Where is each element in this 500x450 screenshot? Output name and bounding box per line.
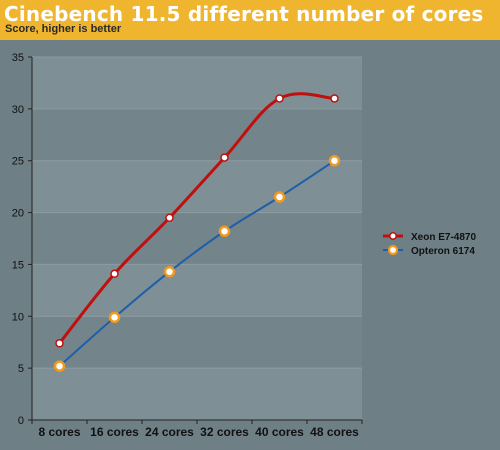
data-point-xeon	[165, 213, 174, 223]
legend-label: Opteron 6174	[411, 246, 475, 257]
plot-band	[32, 368, 362, 420]
plot-band	[32, 108, 362, 161]
y-tick-label: 5	[18, 363, 24, 375]
data-point-opteron	[273, 191, 286, 203]
x-tick-label: 8 cores	[38, 425, 80, 439]
y-tick-label: 35	[12, 52, 24, 64]
data-point-opteron	[108, 311, 121, 324]
legend-swatch-marker	[389, 232, 397, 240]
x-tick-label: 32 cores	[200, 425, 249, 439]
chart-subtitle: Score, higher is better	[5, 23, 122, 35]
plot-band	[32, 316, 362, 369]
x-tick-label: 16 cores	[90, 425, 139, 439]
data-point-opteron	[218, 225, 231, 237]
y-tick-label: 20	[12, 208, 24, 220]
data-point-xeon	[330, 94, 339, 103]
data-point-xeon	[110, 269, 119, 279]
data-point-opteron	[163, 265, 176, 278]
y-tick-label: 15	[12, 259, 24, 271]
data-point-opteron	[53, 360, 66, 372]
y-tick-label: 30	[12, 104, 24, 116]
series-line-opteron	[58, 159, 336, 368]
data-point-xeon	[55, 339, 64, 348]
plot-band	[32, 264, 362, 317]
x-tick-label: 24 cores	[145, 425, 194, 439]
chart-title: Cinebench 11.5 different number of cores	[4, 2, 484, 26]
chart-header: Cinebench 11.5 different number of cores…	[0, 0, 500, 40]
data-point-opteron	[328, 154, 341, 167]
y-tick-label: 25	[12, 156, 24, 168]
y-tick-label: 0	[18, 415, 24, 427]
plot-band	[32, 212, 362, 265]
plot-band	[32, 57, 362, 109]
x-tick-label: 48 cores	[310, 425, 359, 439]
data-point-xeon	[275, 94, 284, 103]
x-tick-label: 40 cores	[255, 425, 304, 439]
legend-swatch-marker	[387, 244, 399, 256]
data-point-xeon	[220, 153, 229, 162]
legend-label: Xeon E7-4870	[411, 232, 476, 243]
y-tick-label: 10	[12, 311, 24, 323]
